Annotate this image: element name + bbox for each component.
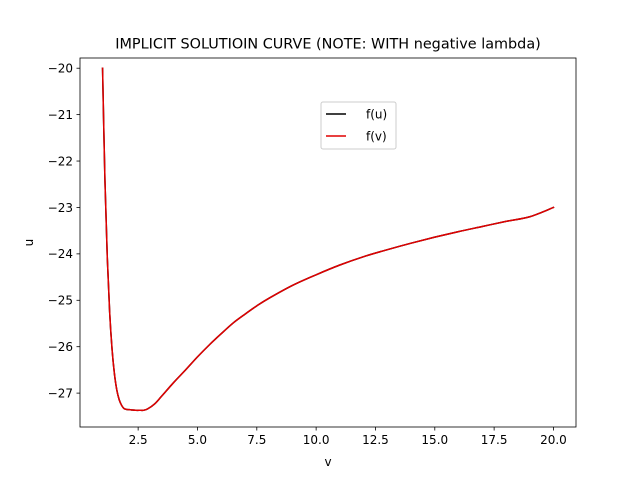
x-tick-label: 15.0 bbox=[421, 433, 448, 447]
x-tick-label: 17.5 bbox=[481, 433, 508, 447]
y-tick-label: −20 bbox=[48, 62, 73, 76]
y-axis-title: u bbox=[22, 239, 36, 247]
y-tick-label: −24 bbox=[48, 247, 73, 261]
lines-layer bbox=[101, 67, 555, 412]
x-tick-label: 20.0 bbox=[540, 433, 567, 447]
y-tick-label: −23 bbox=[48, 201, 73, 215]
x-tick-label: 2.5 bbox=[129, 433, 148, 447]
legend-label: f(v) bbox=[366, 129, 387, 143]
y-tick-label: −21 bbox=[48, 108, 73, 122]
y-tick-label: −22 bbox=[48, 154, 73, 168]
legend-label: f(u) bbox=[366, 107, 387, 121]
y-tick-label: −27 bbox=[48, 386, 73, 400]
chart-title: IMPLICIT SOLUTIOIN CURVE (NOTE: WITH neg… bbox=[115, 37, 541, 53]
y-tick-label: −25 bbox=[48, 294, 73, 308]
series-line-2 bbox=[101, 67, 555, 412]
plot-frame bbox=[79, 57, 577, 428]
x-axis-title: v bbox=[324, 455, 331, 469]
y-axis: −20 −21 −22 −23 −24 −25 −26 −27 bbox=[48, 62, 80, 400]
x-tick-label: 10.0 bbox=[303, 433, 330, 447]
x-tick-label: 7.5 bbox=[247, 433, 266, 447]
x-tick-label: 12.5 bbox=[362, 433, 389, 447]
x-tick-label: 5.0 bbox=[188, 433, 207, 447]
y-tick-label: −26 bbox=[48, 340, 73, 354]
legend: f(u) f(v) bbox=[320, 101, 397, 150]
x-axis: 2.5 5.0 7.5 10.0 12.5 15.0 17.5 20.0 bbox=[129, 427, 567, 447]
